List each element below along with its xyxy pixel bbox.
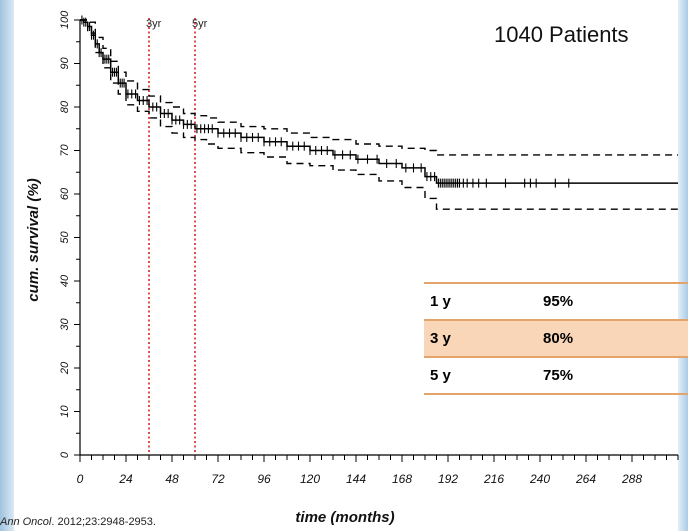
x-tick-label: 264 — [575, 472, 596, 486]
censor-marks — [81, 15, 570, 188]
table-cell-time: 3 y — [424, 319, 488, 357]
y-tick-label: 100 — [59, 10, 71, 29]
left-decorative-band — [0, 0, 14, 531]
x-tick-label: 24 — [118, 472, 133, 486]
survival-rates-table: 1 y 95% 3 y 80% 5 y 75% — [424, 282, 688, 395]
x-tick-label: 192 — [438, 472, 458, 486]
y-tick-label: 30 — [59, 318, 71, 331]
table-row: 3 y 80% — [424, 319, 688, 357]
reference-line-label: 5yr — [192, 18, 208, 30]
y-tick-label: 10 — [59, 405, 71, 418]
confidence-limit-line — [80, 19, 678, 210]
table-cell-time: 1 y — [424, 282, 488, 320]
table-cell-rate: 80% — [487, 319, 688, 357]
reference-line-label: 3yr — [146, 18, 162, 30]
x-tick-label: 216 — [483, 472, 504, 486]
table-cell-time: 5 y — [424, 356, 488, 395]
y-tick-label: 0 — [59, 451, 71, 458]
y-axis-title: cum. survival (%) — [25, 178, 42, 301]
y-tick-label: 70 — [59, 144, 71, 157]
y-tick-label: 40 — [59, 274, 71, 287]
table-cell-rate: 75% — [487, 356, 688, 395]
x-tick-label: 48 — [165, 472, 179, 486]
confidence-band — [80, 19, 678, 210]
right-decorative-band — [678, 0, 688, 531]
table-cell-rate: 95% — [487, 282, 688, 320]
citation: Ann Oncol. 2012;23:2948-2953. — [0, 516, 156, 528]
x-tick-label: 168 — [392, 472, 412, 486]
table-row: 5 y 75% — [424, 356, 688, 395]
citation-journal: Ann Oncol — [0, 516, 52, 528]
confidence-limit-line — [80, 19, 678, 156]
table-row: 1 y 95% — [424, 282, 688, 320]
citation-details: . 2012;23:2948-2953. — [51, 516, 156, 528]
y-tick-label: 20 — [59, 361, 71, 375]
y-tick-label: 60 — [59, 187, 71, 200]
x-tick-label: 0 — [77, 472, 84, 486]
x-tick-label: 240 — [529, 472, 550, 486]
axes: 0 24 48 72 96 120 144 168 192 216 240 264 288 0 10 20 30… — [59, 10, 679, 486]
y-tick-label: 50 — [59, 231, 71, 244]
x-tick-label: 288 — [621, 472, 642, 486]
x-tick-label: 144 — [346, 472, 366, 486]
patient-count-title: 1040 Patients — [494, 22, 629, 47]
x-tick-label: 72 — [211, 472, 225, 486]
x-tick-label: 96 — [257, 472, 271, 486]
y-tick-label: 80 — [59, 100, 71, 113]
x-tick-label: 120 — [300, 472, 320, 486]
y-tick-label: 90 — [59, 57, 71, 70]
x-axis-title: time (months) — [295, 509, 394, 526]
reference-lines: 3yr 5yr — [146, 18, 208, 455]
